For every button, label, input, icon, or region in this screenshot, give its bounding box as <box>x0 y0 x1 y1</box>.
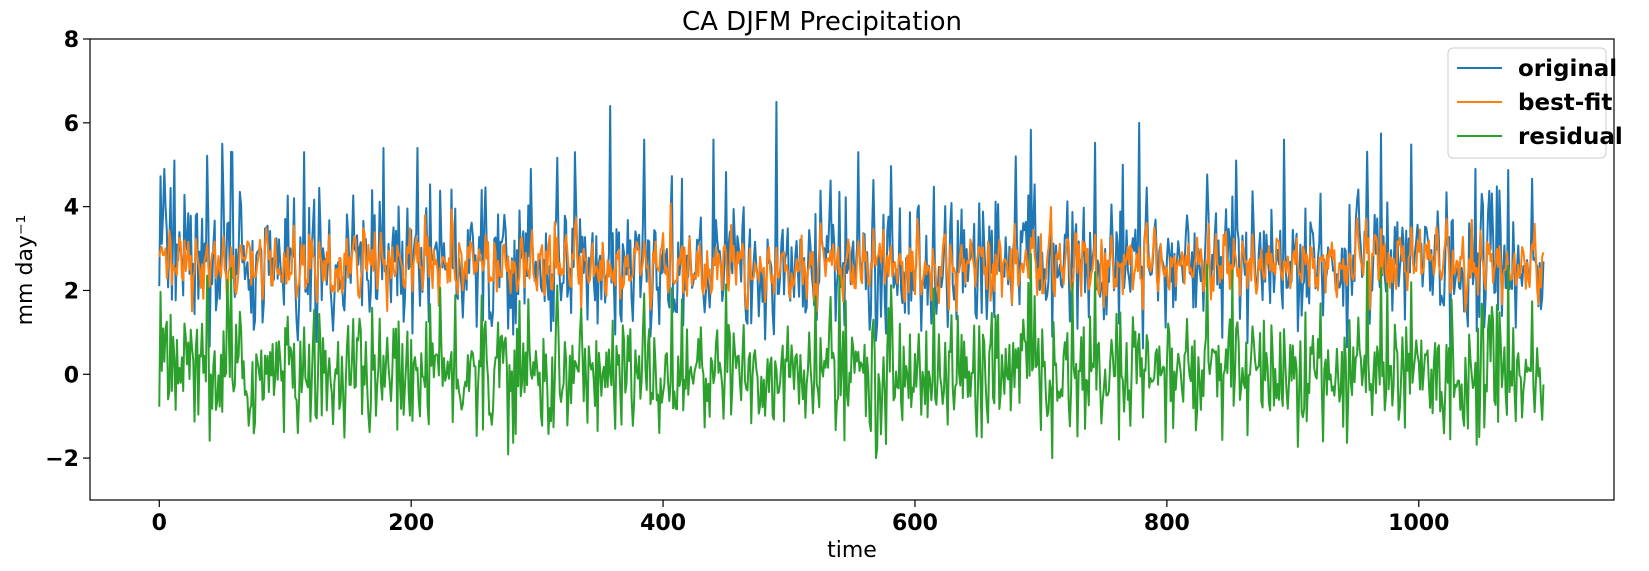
y-tick-label: 2 <box>64 279 79 304</box>
chart-title: CA DJFM Precipitation <box>682 7 962 37</box>
y-axis-label: mm day⁻¹ <box>13 215 38 326</box>
series-layer <box>158 100 1545 460</box>
x-tick-label: 400 <box>640 511 686 536</box>
series-line-best-fit <box>158 202 1545 313</box>
x-tick-label: 200 <box>388 511 434 536</box>
legend-label-residual: residual <box>1518 124 1623 150</box>
x-axis-ticks: 0 200 400 600 800 1000 <box>152 500 1449 536</box>
legend: original best-fit residual <box>1447 47 1623 159</box>
legend-label-best-fit: best-fit <box>1518 90 1612 116</box>
plot-frame <box>89 38 1615 501</box>
x-tick-label: 1000 <box>1388 511 1449 536</box>
x-axis-label: time <box>827 538 877 563</box>
y-tick-label: 4 <box>64 196 79 221</box>
x-tick-label: 600 <box>892 511 938 536</box>
y-tick-label: 0 <box>64 363 79 388</box>
y-tick-label: −2 <box>45 447 79 472</box>
legend-label-original: original <box>1518 56 1617 82</box>
x-tick-label: 800 <box>1144 511 1190 536</box>
series-line-residual <box>158 253 1545 460</box>
legend-box <box>1447 47 1607 159</box>
y-tick-label: 8 <box>64 28 79 53</box>
x-tick-label: 0 <box>152 511 167 536</box>
series-line-original <box>158 100 1545 353</box>
y-axis-ticks: −2 0 2 4 6 8 <box>45 28 90 472</box>
y-tick-label: 6 <box>64 112 79 137</box>
